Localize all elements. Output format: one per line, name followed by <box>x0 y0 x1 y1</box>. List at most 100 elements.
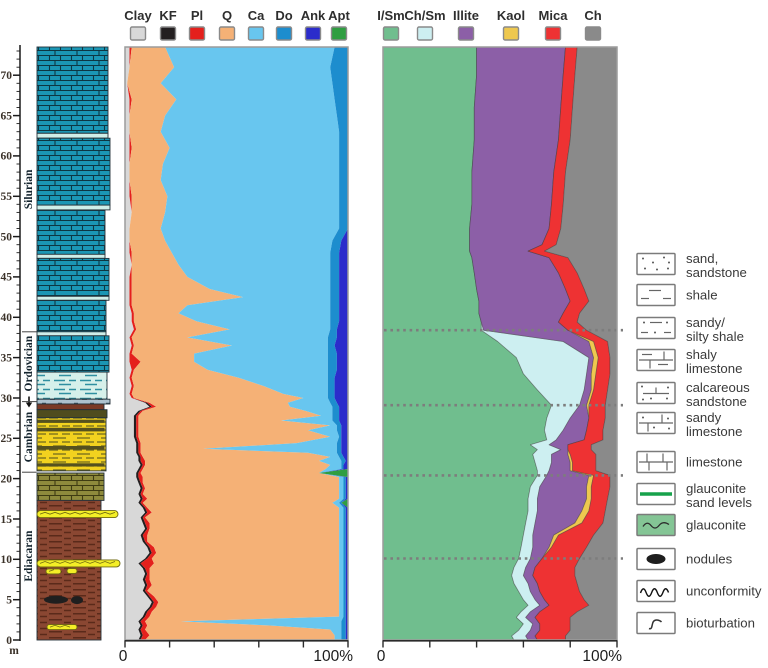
series-Clay <box>125 47 152 640</box>
legend-swatch-Q <box>218 26 236 41</box>
legend-swatch-Mica <box>544 26 562 41</box>
period-label-silurian: Silurian <box>23 169 35 209</box>
x-axis-label-right: 100% <box>313 648 353 665</box>
chart-clay-mineralogy: 0 100% I/Sm Ch/Sm Illite Kaol Mica Ch <box>377 8 623 665</box>
layer-limestone <box>36 299 107 333</box>
legend-item-text: sandstone <box>686 394 747 409</box>
legend-label: Illite <box>453 8 479 23</box>
depth-tick-label: 0 <box>6 635 12 647</box>
depth-tick-label: 35 <box>1 352 13 364</box>
legend-label: Mica <box>539 8 569 23</box>
series-Ca <box>160 47 344 640</box>
nodule <box>71 596 83 605</box>
dark-interbed <box>37 427 105 432</box>
legend-item-text: unconformity <box>686 584 762 599</box>
legend-item-text: limestone <box>686 424 742 439</box>
depth-tick-label: 30 <box>1 393 13 405</box>
layer-interbed <box>36 331 107 337</box>
depth-tick-label: 40 <box>1 312 13 324</box>
legend-label: Ch/Sm <box>404 8 445 23</box>
legend-item-text: sandy/ <box>686 315 725 330</box>
glauconite-texture <box>39 561 116 564</box>
legend-item-dots-dashes: sandy/silty shale <box>636 315 744 344</box>
depth-tick-label: 55 <box>1 191 13 203</box>
dots-dashes-swatch-icon <box>636 316 676 340</box>
glauconite-band <box>36 559 121 568</box>
dark-interbed <box>37 419 105 423</box>
legend-item-text: bioturbation <box>686 616 755 631</box>
legend-label: Pl <box>191 8 203 23</box>
depth-axis: 0 5 10 15 20 25 30 35 40 45 50 55 60 65 70 m <box>1 45 21 657</box>
layer-redbrown <box>36 403 105 411</box>
legend-item-text: shale <box>686 288 718 303</box>
glauconite-swatch-icon <box>636 513 676 537</box>
legend-item-text: glauconite <box>686 481 746 496</box>
period-label-ediacaran: Ediacaran <box>23 530 35 582</box>
legend-swatch-Apt <box>330 26 348 41</box>
legend-swatch-Kaol <box>502 26 520 41</box>
legend-item-brick: limestone <box>636 450 742 474</box>
legend-item-nodules: nodules <box>636 547 733 571</box>
legend-item-text: silty shale <box>686 329 744 344</box>
legend-label: Clay <box>124 8 152 23</box>
legend-item-dashes: shale <box>636 283 718 307</box>
legend-label: Ch <box>584 8 601 23</box>
layer-interbed <box>36 204 111 211</box>
legend-label: I/Sm <box>377 8 404 23</box>
depth-tick-label: 65 <box>1 110 13 122</box>
legend-label: Kaol <box>497 8 525 23</box>
glauconite-texture <box>39 511 116 515</box>
depth-tick-label: 45 <box>1 272 13 284</box>
legend-swatch-Ch <box>584 26 602 41</box>
chart-bulk-mineralogy: 0 100% Clay KF Pl Q Ca Do Ank Apt <box>119 8 354 665</box>
legend-item-text: sand levels <box>686 495 752 510</box>
layer-interbed <box>36 295 110 301</box>
layer-yellow-sand <box>36 417 107 472</box>
dots-swatch-icon <box>636 252 676 276</box>
legend-label: Apt <box>328 8 350 23</box>
legend-swatch-Ank <box>304 26 322 41</box>
depth-tick-label: 70 <box>1 70 13 82</box>
depth-tick-label: 20 <box>1 473 13 485</box>
legend-item-unconformity: unconformity <box>636 579 762 603</box>
legend-item-text: sandstone <box>686 265 747 280</box>
strat-column <box>36 46 121 641</box>
dashes-swatch-icon <box>636 283 676 307</box>
depth-unit-label: m <box>9 645 19 657</box>
series-Do <box>319 47 348 640</box>
unconformity-arrow-icon <box>25 402 33 408</box>
layer-darkolive <box>36 409 108 419</box>
glauconite-texture <box>49 624 71 628</box>
glauconite-lens <box>66 568 78 574</box>
legend-item-dots: sand,sandstone <box>636 251 747 280</box>
legend-label: Do <box>275 8 292 23</box>
depth-tick-label: 10 <box>1 554 13 566</box>
legend-swatch-Do <box>275 26 293 41</box>
nodule <box>44 595 68 604</box>
layer-limestone <box>36 209 106 255</box>
legend-swatch-KF <box>159 26 177 41</box>
legend-item-text: sandy <box>686 410 722 425</box>
legend-swatch-Ch/Sm <box>416 26 434 41</box>
x-axis-label-left: 0 <box>377 648 386 665</box>
legend-item-text: limestone <box>686 455 742 470</box>
legend-swatch-Clay <box>129 26 147 41</box>
legend-label: Ca <box>248 8 265 23</box>
legend-label: Q <box>222 8 232 23</box>
depth-tick-label: 25 <box>1 433 13 445</box>
legend-item-text: shaly <box>686 347 717 362</box>
period-label-ordovician: Ordovician <box>23 335 35 391</box>
series-Pl <box>127 47 159 640</box>
x-axis-label-right: 100% <box>582 648 622 665</box>
x-axis-label-left: 0 <box>119 648 128 665</box>
layer-shaly-limestone <box>36 371 108 400</box>
legend-item-text: nodules <box>686 552 733 567</box>
layer-limestone <box>36 257 110 297</box>
layer-limestone <box>36 137 111 206</box>
dark-interbed <box>37 463 105 467</box>
bioturbation-swatch-icon <box>636 611 676 635</box>
series-Ank <box>319 47 348 640</box>
depth-tick-label: 50 <box>1 231 13 243</box>
